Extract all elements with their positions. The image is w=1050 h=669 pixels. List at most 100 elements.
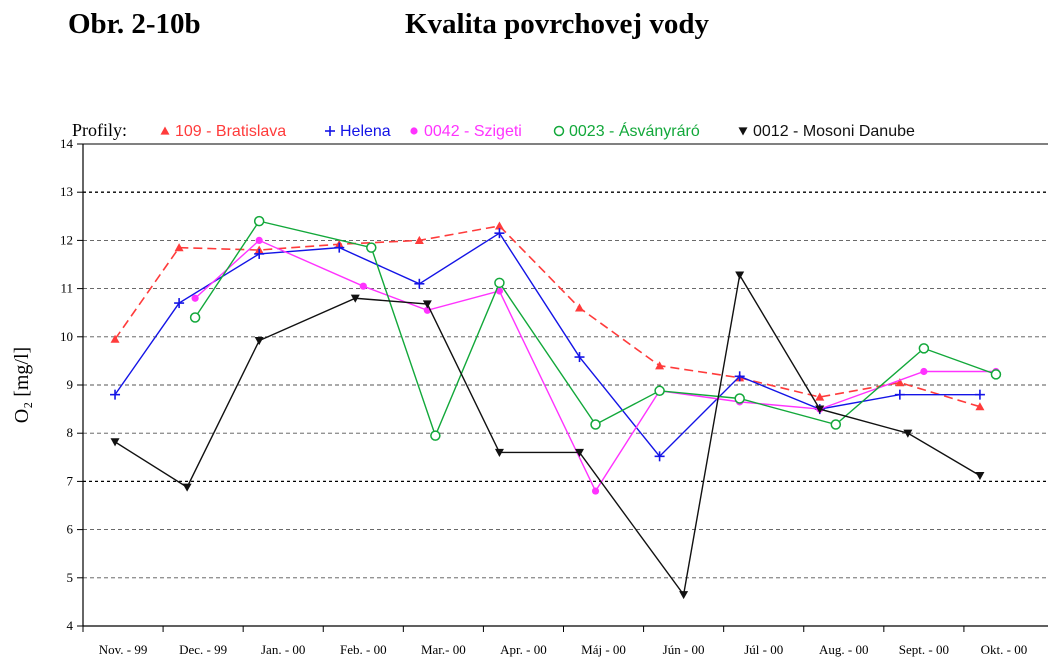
data-point <box>182 483 192 492</box>
data-point <box>553 125 565 137</box>
legend: Profily: 109 - Bratislava Helena 0042 - Szi… <box>72 120 915 140</box>
data-point <box>325 126 335 136</box>
y-axis-label: O₂ [mg/l] <box>11 347 33 423</box>
data-point <box>160 126 170 135</box>
y-tick-label: 12 <box>60 232 73 247</box>
data-point <box>494 228 505 239</box>
y-tick-label: 6 <box>67 522 74 537</box>
legend-entry-label: 0012 - Mosoni Danube <box>753 123 915 140</box>
data-point <box>920 367 928 376</box>
y-tick-label: 7 <box>67 473 74 488</box>
data-point <box>110 334 120 343</box>
series-0012-mosoni-danube <box>110 271 985 600</box>
data-point <box>654 385 665 397</box>
x-tick-label: Okt. - 00 <box>981 642 1028 657</box>
x-tick-label: Feb. - 00 <box>340 642 387 657</box>
data-point <box>894 389 905 400</box>
data-point <box>679 591 689 600</box>
x-tick-label: Mar.- 00 <box>421 642 466 657</box>
x-tick-label: Aug. - 00 <box>819 642 868 657</box>
x-tick-label: Máj - 00 <box>581 642 626 657</box>
data-point <box>494 277 505 289</box>
chart-title: Kvalita povrchovej vody <box>405 8 709 40</box>
grid-lines <box>83 191 1048 579</box>
data-point <box>830 419 842 430</box>
x-tick-label: Nov. - 99 <box>99 642 148 657</box>
data-point <box>494 448 504 457</box>
data-point <box>495 287 504 295</box>
data-point <box>110 438 120 447</box>
x-tick-label: Dec. - 99 <box>179 642 227 657</box>
legend-entry-label: 109 - Bratislava <box>175 123 286 140</box>
data-point <box>738 127 748 136</box>
data-point <box>410 127 418 135</box>
data-point <box>254 337 264 346</box>
y-tick-label: 9 <box>67 377 74 392</box>
data-point <box>575 448 585 457</box>
data-point <box>430 430 441 441</box>
data-point <box>255 236 263 244</box>
data-point <box>574 352 585 363</box>
series-109-bratislava <box>110 221 985 411</box>
series-0042-szigeti <box>191 236 1000 495</box>
data-point <box>350 294 360 303</box>
data-point <box>494 221 504 230</box>
data-point <box>189 312 201 323</box>
figure-label: Obr. 2-10b <box>68 8 201 40</box>
data-point <box>654 451 665 462</box>
data-point <box>974 389 985 400</box>
legend-entry-label: Helena <box>340 123 391 140</box>
data-point <box>359 282 367 290</box>
data-point <box>903 429 913 438</box>
data-point <box>191 294 199 302</box>
legend-title: Profily: <box>72 120 127 140</box>
data-point <box>815 392 825 401</box>
x-tick-label: Jún - 00 <box>663 642 705 657</box>
data-point <box>575 303 585 312</box>
data-point <box>990 369 1002 380</box>
data-point <box>366 242 377 253</box>
data-point <box>734 393 745 404</box>
data-point <box>414 278 425 289</box>
x-tick-label: Júl - 00 <box>744 642 783 657</box>
data-point <box>174 298 185 309</box>
data-point <box>253 215 265 227</box>
series-line <box>194 239 996 493</box>
series-0023-sv-nyr-r- <box>189 215 1002 441</box>
data-point <box>975 402 985 411</box>
data-point <box>591 487 600 495</box>
data-point <box>735 271 745 280</box>
data-point <box>174 243 184 252</box>
data-point <box>918 343 930 354</box>
y-tick-label: 10 <box>60 329 73 344</box>
x-tick-label: Sept. - 00 <box>899 642 949 657</box>
series-line <box>114 225 981 408</box>
x-tick-label: Apr. - 00 <box>500 642 547 657</box>
axes: 4 5 6 7 8 9 10 11 12 13 14 Nov. - 99 Dec. - 99 Jan. -… <box>60 136 1048 657</box>
legend-entry-label: 0023 - Ásványráró <box>569 121 700 140</box>
data-point <box>254 248 265 259</box>
data-point <box>414 235 424 244</box>
series-helena <box>110 228 985 462</box>
y-tick-label: 13 <box>60 184 73 199</box>
series-line <box>194 220 997 438</box>
data-point <box>110 389 121 400</box>
data-point <box>815 405 825 414</box>
y-tick-label: 14 <box>60 136 74 151</box>
data-point <box>975 472 985 481</box>
data-point <box>895 378 905 387</box>
data-point <box>334 242 345 253</box>
data-point <box>590 419 601 430</box>
x-tick-label: Jan. - 00 <box>261 642 305 657</box>
series-line <box>114 232 980 458</box>
y-tick-label: 11 <box>60 281 73 296</box>
series-group <box>110 215 1002 600</box>
series-line <box>114 273 981 597</box>
data-point <box>734 371 745 382</box>
data-point <box>422 300 432 309</box>
data-point <box>655 361 665 370</box>
y-tick-label: 4 <box>67 618 74 633</box>
y-tick-label: 5 <box>67 570 74 585</box>
legend-entry-label: 0042 - Szigeti <box>424 123 522 140</box>
